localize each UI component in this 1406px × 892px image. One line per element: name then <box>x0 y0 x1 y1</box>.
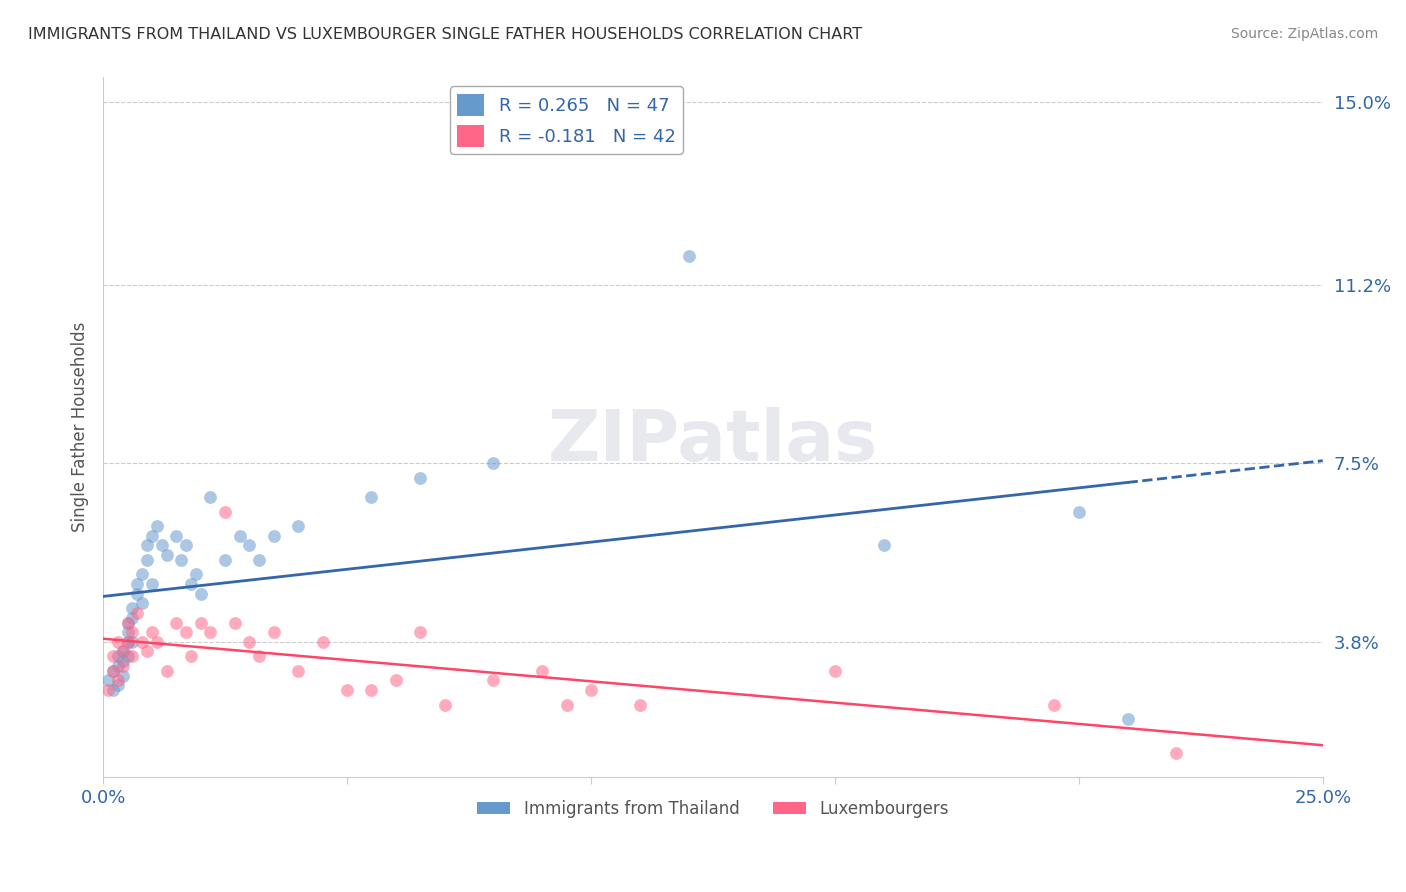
Point <box>482 456 505 470</box>
Point <box>117 635 139 649</box>
Point <box>170 553 193 567</box>
Point <box>224 615 246 630</box>
Point <box>111 659 134 673</box>
Point <box>873 538 896 552</box>
Text: Source: ZipAtlas.com: Source: ZipAtlas.com <box>1230 27 1378 41</box>
Point <box>238 538 260 552</box>
Point <box>111 654 134 668</box>
Point <box>263 529 285 543</box>
Point <box>184 567 207 582</box>
Point <box>127 586 149 600</box>
Point <box>101 649 124 664</box>
Point <box>180 577 202 591</box>
Point <box>121 610 143 624</box>
Point <box>247 649 270 664</box>
Point <box>97 683 120 698</box>
Point <box>336 683 359 698</box>
Point <box>121 635 143 649</box>
Point <box>146 635 169 649</box>
Point <box>678 249 700 263</box>
Point <box>360 683 382 698</box>
Point <box>409 471 432 485</box>
Point <box>1067 505 1090 519</box>
Point <box>136 553 159 567</box>
Point <box>287 519 309 533</box>
Point <box>101 664 124 678</box>
Point <box>247 553 270 567</box>
Point <box>107 649 129 664</box>
Point <box>117 649 139 664</box>
Point <box>107 678 129 692</box>
Point <box>1043 698 1066 712</box>
Point <box>121 625 143 640</box>
Point <box>555 698 578 712</box>
Point <box>141 577 163 591</box>
Point <box>360 490 382 504</box>
Point <box>200 625 222 640</box>
Point <box>107 635 129 649</box>
Point <box>174 625 197 640</box>
Text: IMMIGRANTS FROM THAILAND VS LUXEMBOURGER SINGLE FATHER HOUSEHOLDS CORRELATION CH: IMMIGRANTS FROM THAILAND VS LUXEMBOURGER… <box>28 27 862 42</box>
Point <box>111 644 134 658</box>
Point <box>409 625 432 640</box>
Point <box>101 683 124 698</box>
Point <box>131 596 153 610</box>
Point <box>136 644 159 658</box>
Point <box>482 673 505 688</box>
Point <box>127 577 149 591</box>
Point <box>628 698 651 712</box>
Point <box>141 625 163 640</box>
Point <box>311 635 333 649</box>
Point <box>180 649 202 664</box>
Point <box>155 664 177 678</box>
Point <box>117 635 139 649</box>
Point <box>385 673 408 688</box>
Y-axis label: Single Father Households: Single Father Households <box>72 322 89 533</box>
Point <box>155 548 177 562</box>
Point <box>214 553 236 567</box>
Point <box>146 519 169 533</box>
Point <box>531 664 554 678</box>
Point <box>117 625 139 640</box>
Point <box>127 606 149 620</box>
Point <box>121 649 143 664</box>
Point <box>1166 746 1188 760</box>
Point <box>165 615 187 630</box>
Point <box>229 529 252 543</box>
Point <box>111 644 134 658</box>
Point <box>433 698 456 712</box>
Point <box>97 673 120 688</box>
Point <box>117 615 139 630</box>
Point <box>214 505 236 519</box>
Point <box>101 664 124 678</box>
Point <box>117 615 139 630</box>
Point <box>165 529 187 543</box>
Point <box>111 668 134 682</box>
Text: ZIPatlas: ZIPatlas <box>548 407 877 475</box>
Point <box>174 538 197 552</box>
Point <box>200 490 222 504</box>
Point <box>579 683 602 698</box>
Point <box>107 673 129 688</box>
Point <box>107 659 129 673</box>
Point <box>824 664 846 678</box>
Point <box>136 538 159 552</box>
Point <box>190 586 212 600</box>
Point <box>141 529 163 543</box>
Point <box>238 635 260 649</box>
Legend: Immigrants from Thailand, Luxembourgers: Immigrants from Thailand, Luxembourgers <box>471 793 956 824</box>
Point <box>131 567 153 582</box>
Point <box>190 615 212 630</box>
Point <box>150 538 173 552</box>
Point <box>131 635 153 649</box>
Point <box>121 601 143 615</box>
Point <box>287 664 309 678</box>
Point <box>263 625 285 640</box>
Point <box>1116 712 1139 726</box>
